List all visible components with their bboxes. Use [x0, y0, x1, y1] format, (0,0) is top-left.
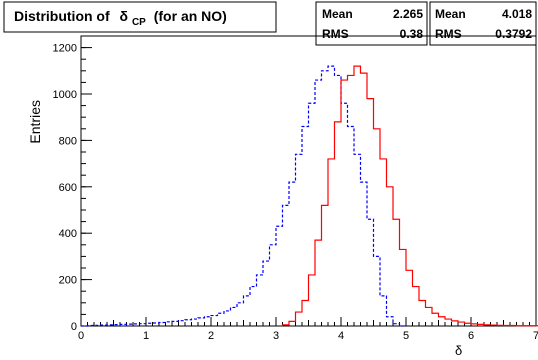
- title-suffix: (for an NO): [154, 8, 227, 24]
- stats-1-rms-value: 0.38: [400, 27, 424, 41]
- chart-title: Distribution of δ CP (for an NO): [14, 8, 227, 28]
- y-axis-label: Entries: [27, 100, 43, 144]
- y-tick-label: 0: [71, 321, 77, 333]
- stats-1-rms-label: RMS: [322, 27, 349, 41]
- title-symbol: δ: [120, 8, 129, 24]
- title-subscript: CP: [132, 17, 146, 28]
- stats-box-1-frame: [315, 1, 428, 46]
- title-box: Distribution of δ CP (for an NO): [3, 1, 277, 33]
- stats-2-rms-label: RMS: [435, 27, 462, 41]
- y-tick-label: 1000: [53, 89, 77, 101]
- stats-box-2: Mean 4.018 RMS 0.3792: [429, 1, 537, 46]
- axis-ticks: 0 1 2 3 4 5 6 7 0 200 400 600 800 1000 1200: [53, 35, 538, 342]
- x-tick-label: 1: [143, 330, 149, 342]
- stats-1-mean-value: 2.265: [393, 7, 423, 21]
- x-tick-label: 5: [403, 330, 409, 342]
- x-tick-label: 3: [273, 330, 279, 342]
- series-layer: [81, 65, 538, 327]
- stats-2-rms-value: 0.3792: [495, 27, 532, 41]
- stats-2-mean-value: 4.018: [502, 7, 532, 21]
- title-prefix: Distribution of: [14, 8, 110, 24]
- x-tick-label: 2: [208, 330, 214, 342]
- y-tick-label: 800: [59, 135, 77, 147]
- stats-box-2-frame: [429, 1, 537, 46]
- title-frame: [3, 1, 277, 33]
- y-tick-label: 600: [59, 182, 77, 194]
- x-tick-label: 6: [468, 330, 474, 342]
- x-tick-label: 4: [338, 330, 344, 342]
- stats-2-mean-label: Mean: [435, 7, 466, 21]
- stats-1-mean-label: Mean: [322, 7, 353, 21]
- y-tick-label: 400: [59, 228, 77, 240]
- y-tick-label: 200: [59, 275, 77, 287]
- x-tick-label: 0: [78, 330, 84, 342]
- y-tick-label: 1200: [53, 43, 77, 55]
- x-axis-label: δ: [455, 343, 462, 358]
- stats-box-1: Mean 2.265 RMS 0.38: [315, 1, 428, 46]
- histogram-series-1: [81, 65, 406, 327]
- x-tick-label: 7: [533, 330, 538, 342]
- histogram-series-2: [281, 65, 538, 327]
